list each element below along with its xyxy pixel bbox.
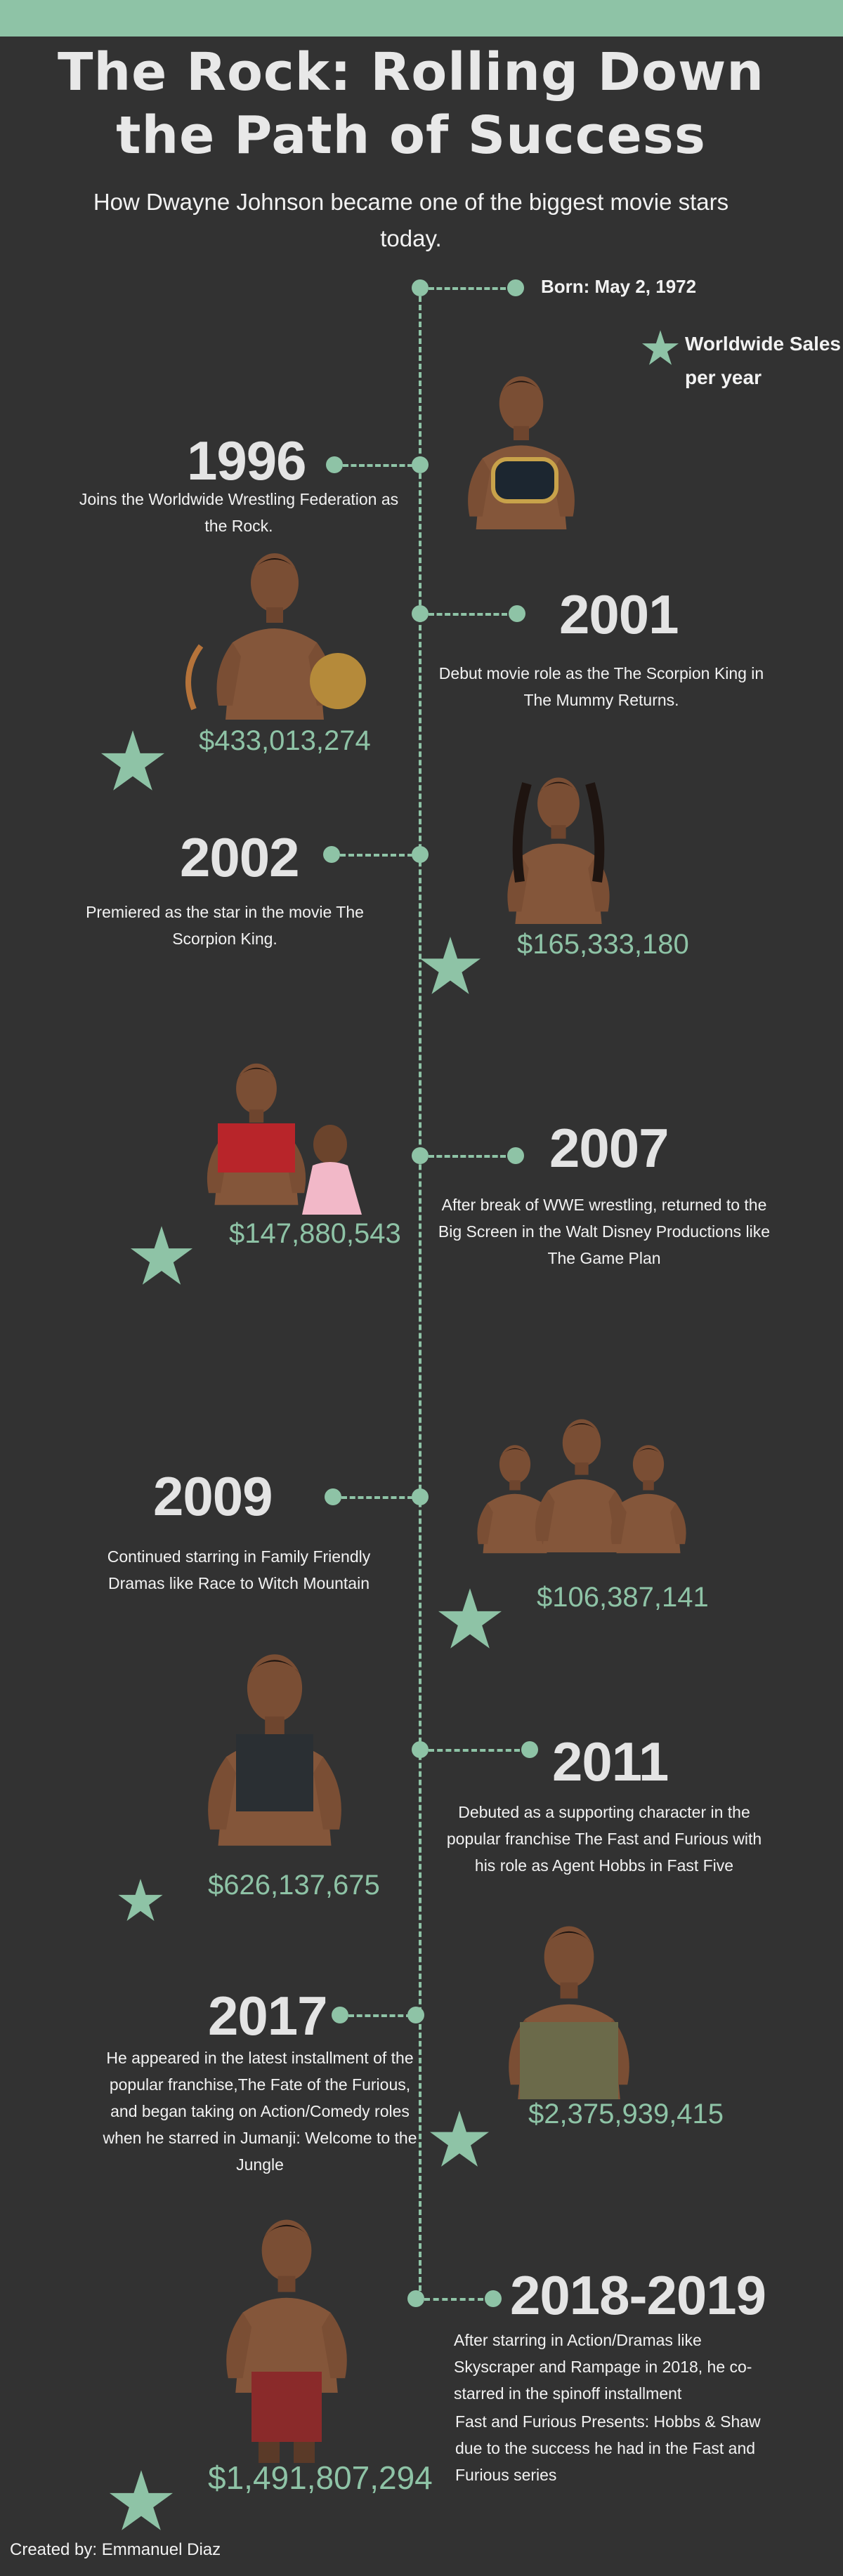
footer-credit: Created by: Emmanuel Diaz [10,2540,221,2559]
photo-2009-witch-mountain [477,1419,686,1554]
photo-2001-scorpion-king [185,553,366,720]
milestone-end-dot-2007 [507,1147,524,1164]
timeline-dot-2001 [412,605,429,622]
connector-2007 [429,1155,506,1158]
photo-2017-jumanji [509,1926,629,2099]
milestone-end-dot-2018-2019 [485,2290,502,2307]
sales-2002: $165,333,180 [517,929,689,960]
description-2007: After break of WWE wrestling, returned t… [438,1196,771,1267]
connector-2001 [429,613,507,616]
photo-2011-fast-five [208,1654,341,1846]
year-2018-2019: 2018-2019 [510,2264,766,2326]
connector-1996 [343,464,413,467]
timeline-dot-2017 [407,2007,424,2023]
timeline-dot-1996 [412,456,429,473]
top-accent-bar [0,0,843,37]
description-2018-2019-part1: After starring in Action/Dramas like Sky… [454,2331,752,2403]
description-2009: Continued starring in Family Friendly Dr… [107,1547,371,1592]
timeline-dot-2011 [412,1741,429,1758]
timeline-dot-2007 [412,1147,429,1164]
connector-2009 [341,1496,413,1499]
photo-2002-scorpion-king [507,777,610,924]
sales-2001: $433,013,274 [199,725,371,756]
description-2017: He appeared in the latest installment of… [103,2049,417,2174]
milestone-end-dot-2017 [332,2007,348,2023]
timeline-dot-born [412,279,429,296]
page-subtitle: How Dwayne Johnson became one of the big… [93,189,729,251]
year-2011: 2011 [552,1731,669,1792]
milestone-end-dot-2001 [509,605,525,622]
sales-2018-2019: $1,491,807,294 [208,2459,433,2496]
milestone-end-dot-1996 [326,456,343,473]
description-2011: Debuted as a supporting character in the… [446,1803,762,1875]
star-icon [110,2470,173,2530]
connector-2011 [429,1749,520,1752]
star-icon [101,730,164,791]
star-icon [110,1879,171,1921]
connector-2018-2019 [424,2298,483,2301]
year-2009: 2009 [153,1465,273,1527]
sales-2007: $147,880,543 [229,1218,401,1249]
sales-2011: $626,137,675 [208,1870,380,1901]
legend-label-line1: Worldwide Sales [685,333,841,355]
timeline-spine [419,288,422,2299]
star-icon [430,2111,489,2167]
star-icon [420,937,481,994]
star-icon [438,1588,502,1649]
page-title-line1: The Rock: Rolling Down [57,42,764,103]
connector-2002 [340,854,413,857]
year-1996: 1996 [187,430,307,491]
photo-2007-game-plan [207,1063,362,1215]
year-2002: 2002 [180,826,300,888]
born-end-dot [507,279,524,296]
description-2002: Premiered as the star in the movie The S… [86,903,364,948]
star-icon [642,330,679,365]
star-icon [131,1226,192,1285]
milestone-end-dot-2002 [323,846,340,863]
connector-2017 [348,2014,412,2017]
year-2001: 2001 [559,583,679,645]
sales-2017: $2,375,939,415 [528,2099,724,2129]
description-1996: Joins the Worldwide Wrestling Federation… [79,490,399,535]
description-2018-2019-part2: Fast and Furious Presents: Hobbs & Shaw … [455,2412,761,2484]
milestone-end-dot-2009 [325,1488,341,1505]
year-2017: 2017 [208,1985,328,2047]
timeline-dot-2018-2019 [407,2290,424,2307]
timeline-dot-2002 [412,846,429,863]
milestone-end-dot-2011 [521,1741,538,1758]
legend-label-line2: per year [685,366,762,388]
born-connector [429,287,506,290]
page-title-line2: the Path of Success [116,105,706,166]
description-2001: Debut movie role as the The Scorpion Kin… [438,664,764,709]
sales-2009: $106,387,141 [537,1582,709,1613]
year-2007: 2007 [549,1117,669,1179]
born-label: Born: May 2, 1972 [541,276,697,297]
photo-1996-wrestler [468,376,575,529]
photo-2018-2019-hobbs-shaw [226,2219,347,2463]
timeline-dot-2009 [412,1488,429,1505]
